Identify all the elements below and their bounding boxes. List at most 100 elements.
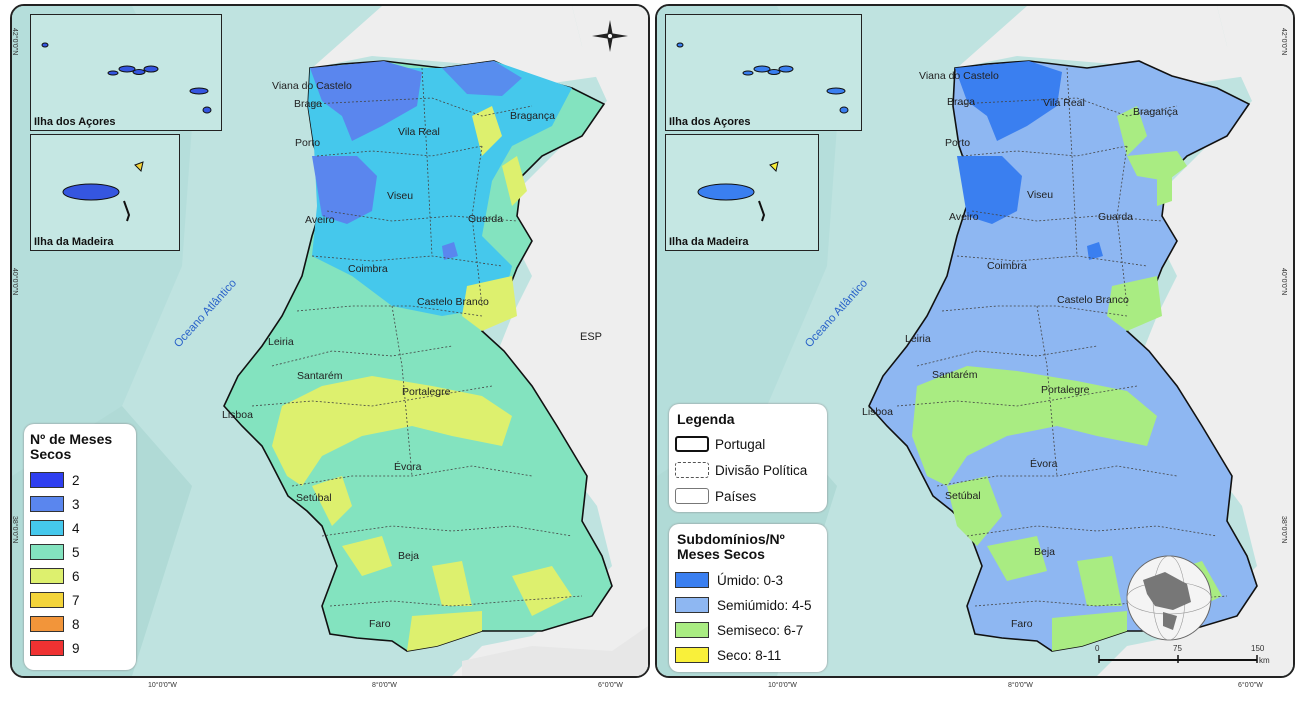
legend-item: Semiúmido: 4-5 xyxy=(675,595,812,615)
swatch-semiseco xyxy=(675,622,709,638)
legend-item: Úmido: 0-3 xyxy=(675,570,783,590)
legend-dry-months: Nº de Meses Secos 2 3 4 5 6 7 8 9 xyxy=(24,424,136,670)
city-label: Faro xyxy=(369,618,391,630)
scale-tick-label: 150 xyxy=(1251,644,1265,653)
madeira-islands-svg xyxy=(31,135,179,250)
map-panel-dry-months: Ilha dos Açores Ilha da Madeira Viana do… xyxy=(10,4,650,678)
lon-label: 10°0'0"W xyxy=(148,682,177,689)
country-border-swatch xyxy=(675,488,709,504)
city-label: Setúbal xyxy=(945,490,981,502)
legend-item: Divisão Política xyxy=(675,460,807,480)
city-label: Évora xyxy=(394,461,422,473)
azores-inset-title: Ilha dos Açores xyxy=(669,116,751,128)
azores-islands-svg xyxy=(31,15,221,130)
city-label: Vila Real xyxy=(1043,97,1085,109)
swatch-umido xyxy=(675,572,709,588)
city-label: Viseu xyxy=(387,190,414,202)
swatch-7 xyxy=(30,592,64,608)
legend-item: Países xyxy=(675,486,756,506)
swatch-4 xyxy=(30,520,64,536)
map-panel-subdomains: Ilha dos Açores Ilha da Madeira Viana do… xyxy=(655,4,1295,678)
city-label: Leiria xyxy=(905,333,931,345)
city-label: Portalegre xyxy=(402,386,451,398)
swatch-seco xyxy=(675,647,709,663)
city-label: Braga xyxy=(294,98,323,110)
legend-item: 9 xyxy=(30,638,80,658)
city-label: Aveiro xyxy=(949,211,979,223)
legend-item: Semiseco: 6-7 xyxy=(675,620,803,640)
lat-label: 38°0'0"N xyxy=(1280,516,1287,544)
globe-locator xyxy=(1126,555,1212,641)
city-label: Lisboa xyxy=(222,409,253,421)
swatch-9 xyxy=(30,640,64,656)
city-label: Viana do Castelo xyxy=(919,70,999,82)
city-label: Porto xyxy=(945,137,971,149)
scale-bar xyxy=(1098,655,1258,663)
spain-landmass xyxy=(452,6,648,676)
compass-rose xyxy=(592,20,628,52)
city-label: Coimbra xyxy=(987,260,1027,272)
madeira-inset: Ilha da Madeira xyxy=(665,134,819,251)
lon-label: 6°0'0"W xyxy=(598,682,623,689)
lon-label: 8°0'0"W xyxy=(372,682,397,689)
lat-label: 42°0'0"N xyxy=(1280,28,1287,56)
scale-tick-label: 75 xyxy=(1173,644,1182,653)
lat-label: 42°0'0"N xyxy=(11,28,18,56)
legend-subdomains: Subdomínios/Nº Meses Secos Úmido: 0-3 Se… xyxy=(669,524,827,672)
madeira-inset-title: Ilha da Madeira xyxy=(669,236,749,248)
scale-unit: km xyxy=(1259,656,1270,665)
legend-title: Subdomínios/Nº Meses Secos xyxy=(677,531,785,562)
spain-landmass xyxy=(1097,6,1293,676)
lat-label: 38°0'0"N xyxy=(11,516,18,544)
scale-tick-label: 0 xyxy=(1095,644,1100,653)
portugal-border-swatch xyxy=(675,436,709,452)
city-label: Viana do Castelo xyxy=(272,80,352,92)
city-label: Faro xyxy=(1011,618,1033,630)
swatch-3 xyxy=(30,496,64,512)
swatch-semiumido xyxy=(675,597,709,613)
district-border-swatch xyxy=(675,462,709,478)
city-label: Castelo Branco xyxy=(417,296,489,308)
city-label: Évora xyxy=(1030,458,1058,470)
swatch-5 xyxy=(30,544,64,560)
city-label: Braga xyxy=(947,96,976,108)
city-label: Coimbra xyxy=(348,263,388,275)
city-label: Portalegre xyxy=(1041,384,1090,396)
legend-item: 2 xyxy=(30,470,80,490)
city-label: Guarda xyxy=(468,213,504,225)
lon-label: 10°0'0"W xyxy=(768,682,797,689)
azores-inset: Ilha dos Açores xyxy=(665,14,862,131)
city-label: Beja xyxy=(398,550,420,562)
legend-item: 3 xyxy=(30,494,80,514)
swatch-6 xyxy=(30,568,64,584)
azores-inset-title: Ilha dos Açores xyxy=(34,116,116,128)
city-label: Bragança xyxy=(510,110,555,122)
city-label: Santarém xyxy=(932,369,978,381)
city-label: Santarém xyxy=(297,370,343,382)
legend-layers: Legenda Portugal Divisão Política Países xyxy=(669,404,827,512)
legend-item: Portugal xyxy=(675,434,765,454)
legend-item: 7 xyxy=(30,590,80,610)
legend-item: 6 xyxy=(30,566,80,586)
lat-label: 40°0'0"N xyxy=(1280,268,1287,296)
swatch-2 xyxy=(30,472,64,488)
legend-item: 8 xyxy=(30,614,80,634)
lat-label: 40°0'0"N xyxy=(11,268,18,296)
azores-islands-svg xyxy=(666,15,861,130)
legend-title: Legenda xyxy=(677,411,735,427)
swatch-8 xyxy=(30,616,64,632)
city-label: Bragança xyxy=(1133,106,1178,118)
madeira-inset-title: Ilha da Madeira xyxy=(34,236,114,248)
city-label: Vila Real xyxy=(398,126,440,138)
madeira-islands-svg xyxy=(666,135,818,250)
legend-item: 5 xyxy=(30,542,80,562)
legend-title: Nº de Meses Secos xyxy=(30,431,113,462)
city-label: Castelo Branco xyxy=(1057,294,1129,306)
city-label: Beja xyxy=(1034,546,1056,558)
city-label: Aveiro xyxy=(305,214,335,226)
madeira-inset: Ilha da Madeira xyxy=(30,134,180,251)
city-label: Porto xyxy=(295,137,321,149)
country-label-spain: ESP xyxy=(580,331,603,343)
city-label: Guarda xyxy=(1098,211,1134,223)
lon-label: 8°0'0"W xyxy=(1008,682,1033,689)
